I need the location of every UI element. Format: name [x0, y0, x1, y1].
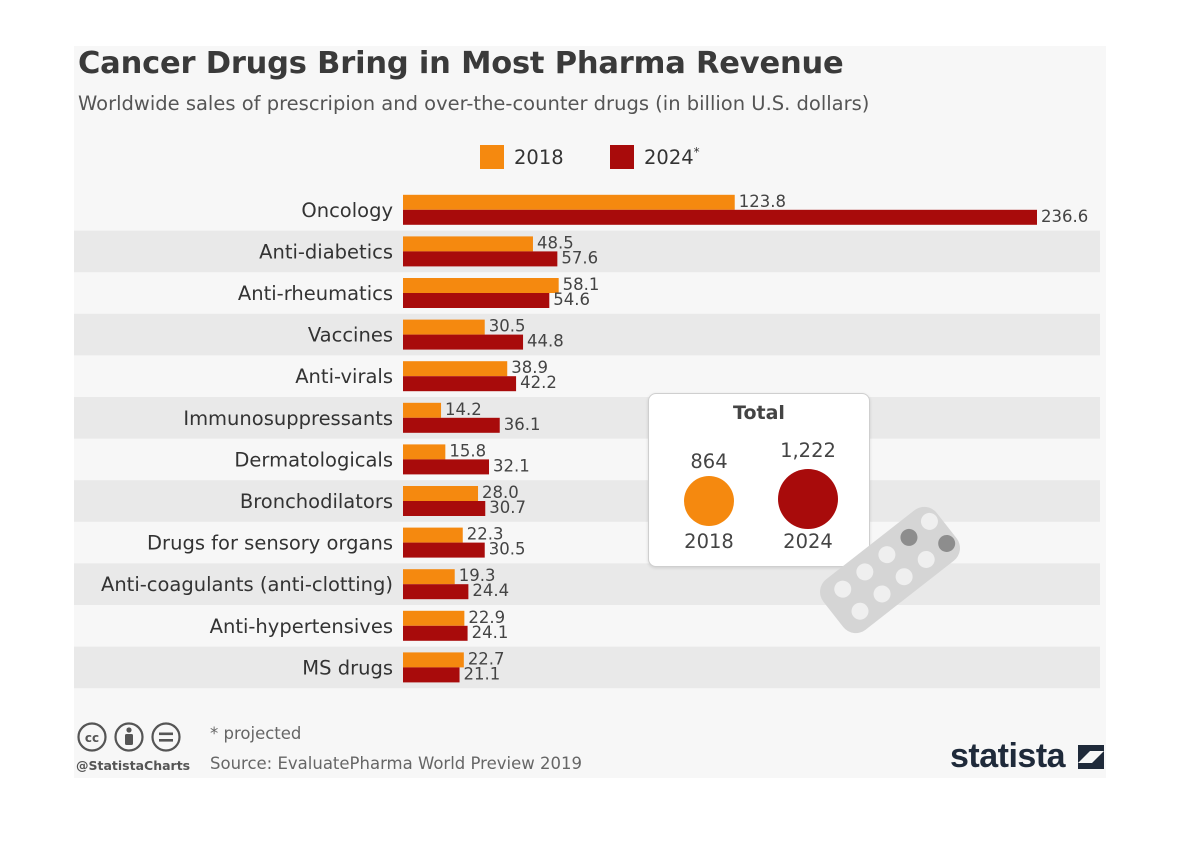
value-label-2018-anti-coagulants-anti-clotting: 19.3: [459, 566, 496, 585]
row-stripe-vaccines: [74, 313, 1100, 356]
bar-2024-dermatologicals: [403, 459, 490, 475]
statista-wordmark: statista: [950, 737, 1066, 775]
row-stripe-anti-diabetics: [74, 230, 1100, 273]
legend-footnote-mark: *: [694, 145, 700, 159]
legend-swatch-2018: [480, 145, 504, 169]
value-label-2024-immunosuppressants: 36.1: [504, 415, 541, 434]
bar-2018-anti-rheumatics: [403, 278, 559, 293]
legend-label-2018: 2018: [514, 146, 564, 169]
bar-2024-anti-rheumatics: [403, 293, 550, 308]
category-label-dermatologicals: Dermatologicals: [234, 448, 393, 471]
value-label-2024-anti-virals: 42.2: [520, 373, 557, 392]
value-label-2018-anti-hypertensives: 22.9: [468, 608, 505, 627]
bar-2018-oncology: [403, 194, 735, 210]
bar-2018-ms-drugs: [403, 652, 464, 668]
category-label-anti-virals: Anti-virals: [295, 365, 393, 388]
total-2024-value: 1,222: [780, 439, 836, 462]
category-label-vaccines: Vaccines: [308, 324, 393, 347]
category-label-drugs-for-sensory-organs: Drugs for sensory organs: [147, 532, 393, 555]
value-label-2024-anti-rheumatics: 54.6: [553, 290, 590, 309]
bar-2018-dermatologicals: [403, 444, 446, 460]
category-label-anti-coagulants-anti-clotting: Anti-coagulants (anti-clotting): [101, 573, 393, 596]
row-stripe-immunosuppressants: [74, 397, 1100, 439]
statista-logo[interactable]: statista: [950, 737, 1106, 776]
value-label-2018-anti-rheumatics: 58.1: [563, 275, 600, 294]
bar-2018-anti-coagulants-anti-clotting: [403, 569, 455, 585]
bar-2024-vaccines: [403, 334, 524, 350]
bar-2018-vaccines: [403, 319, 485, 335]
legend-label-2024: 2024*: [644, 145, 700, 169]
value-label-2018-anti-virals: 38.9: [511, 358, 548, 377]
category-label-oncology: Oncology: [301, 199, 393, 222]
bar-2018-bronchodilators: [403, 486, 479, 501]
projected-note: * projected: [210, 724, 302, 743]
bar-2024-anti-coagulants-anti-clotting: [403, 584, 469, 600]
bar-2018-anti-virals: [403, 361, 508, 377]
category-label-ms-drugs: MS drugs: [302, 656, 393, 679]
bar-2018-drugs-for-sensory-organs: [403, 527, 463, 543]
category-label-anti-diabetics: Anti-diabetics: [259, 240, 393, 263]
svg-text:cc: cc: [85, 731, 99, 745]
total-2018-year: 2018: [684, 530, 734, 553]
value-label-2024-drugs-for-sensory-organs: 30.5: [489, 540, 526, 559]
value-label-2018-dermatologicals: 15.8: [449, 441, 486, 460]
value-label-2018-immunosuppressants: 14.2: [445, 400, 482, 419]
category-label-bronchodilators: Bronchodilators: [240, 490, 393, 513]
creative-commons-icons: cc: [77, 722, 181, 752]
totals-box: Total 864 2018 1,222 2024: [648, 393, 870, 567]
bar-2018-immunosuppressants: [403, 402, 442, 418]
bar-2018-anti-diabetics: [403, 236, 533, 252]
row-stripe-ms-drugs: [74, 646, 1100, 689]
pill-blister-icon: [820, 506, 960, 634]
bar-2024-anti-hypertensives: [403, 625, 468, 641]
value-label-2018-drugs-for-sensory-organs: 22.3: [467, 525, 504, 544]
total-2018-value: 864: [690, 450, 728, 473]
bar-2024-ms-drugs: [403, 667, 460, 683]
value-label-2018-anti-diabetics: 48.5: [537, 233, 574, 252]
category-label-immunosuppressants: Immunosuppressants: [183, 407, 393, 430]
value-label-2024-anti-coagulants-anti-clotting: 24.4: [472, 581, 509, 600]
value-label-2018-ms-drugs: 22.7: [468, 649, 505, 668]
bar-2018-anti-hypertensives: [403, 610, 465, 626]
bar-2024-drugs-for-sensory-organs: [403, 542, 485, 558]
value-label-2024-bronchodilators: 30.7: [489, 498, 526, 517]
value-label-2024-anti-diabetics: 57.6: [561, 248, 598, 267]
bar-2024-bronchodilators: [403, 501, 486, 516]
value-label-2024-oncology: 236.6: [1041, 207, 1088, 226]
bar-2024-anti-diabetics: [403, 251, 558, 267]
bar-2024-oncology: [403, 209, 1037, 225]
chart-subtitle: Worldwide sales of prescripion and over-…: [78, 92, 870, 115]
statista-logo-icon: [1077, 744, 1104, 769]
statista-handle: @StatistaCharts: [76, 758, 191, 773]
value-label-2024-dermatologicals: 32.1: [493, 456, 530, 475]
source-note: Source: EvaluatePharma World Preview 201…: [210, 754, 582, 773]
bar-2024-immunosuppressants: [403, 417, 500, 433]
totals-title: Total: [733, 402, 785, 424]
value-label-2018-vaccines: 30.5: [489, 317, 526, 336]
total-2018-dot: [684, 476, 734, 526]
value-label-2024-vaccines: 44.8: [527, 332, 564, 351]
total-2024-dot: [778, 469, 838, 529]
value-label-2024-anti-hypertensives: 24.1: [472, 623, 509, 642]
legend-swatch-2024: [610, 145, 634, 169]
total-2024-year: 2024: [783, 530, 833, 553]
category-label-anti-rheumatics: Anti-rheumatics: [238, 282, 393, 305]
value-label-2018-bronchodilators: 28.0: [482, 483, 519, 502]
category-label-anti-hypertensives: Anti-hypertensives: [210, 615, 393, 638]
value-label-2018-oncology: 123.8: [739, 192, 786, 211]
chart-title: Cancer Drugs Bring in Most Pharma Revenu…: [78, 46, 844, 81]
bar-2024-anti-virals: [403, 376, 517, 392]
value-label-2024-ms-drugs: 21.1: [464, 664, 501, 683]
